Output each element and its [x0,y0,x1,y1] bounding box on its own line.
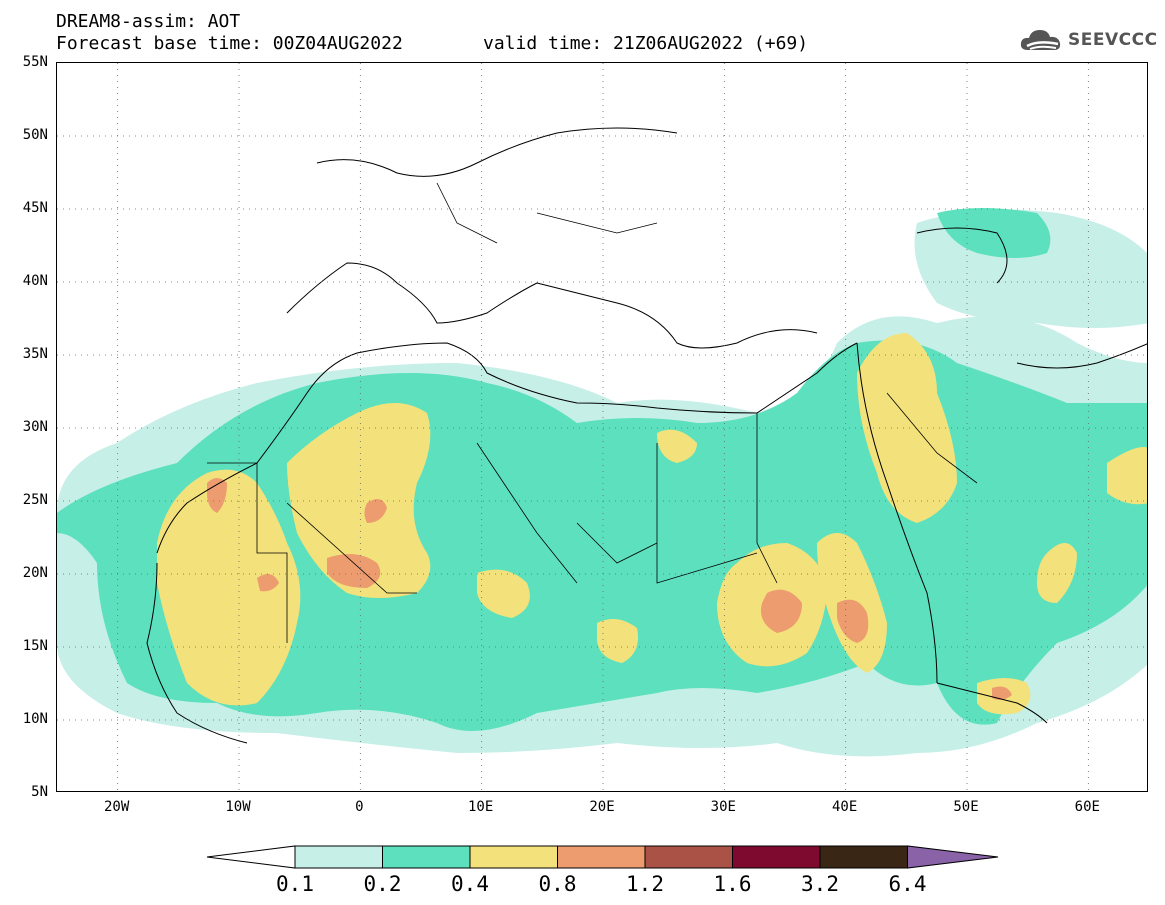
map-canvas [57,63,1147,791]
latitude-label: 5N [31,784,48,800]
longitude-label: 30E [710,799,736,815]
longitude-label: 20E [589,799,615,815]
latitude-label: 10N [22,711,48,727]
latitude-label: 15N [22,638,48,654]
latitude-label: 50N [22,127,48,143]
colorbar-label: 1.6 [713,872,752,896]
cloud-logo-icon [1020,30,1061,50]
logo-text: SEEVCCC [1068,30,1158,50]
valid-time: valid time: 21Z06AUG2022 (+69) [483,33,809,54]
longitude-label: 0 [355,799,364,815]
colorbar-segment [732,845,821,869]
colorbar-label: 0.8 [538,872,577,896]
seevccc-logo: SEEVCCC [1018,24,1157,56]
country-borders [207,182,978,643]
latitude-label: 25N [22,492,48,508]
longitude-label: 20W [104,799,130,815]
coastlines [146,127,1147,744]
colorbar-segment [382,845,471,869]
colorbar-segment [469,845,558,869]
colorbar-label: 3.2 [801,872,839,896]
latitude-label: 55N [22,54,48,70]
colorbar-label: 1.2 [626,872,664,896]
colorbar-label: 0.2 [363,872,402,896]
longitude-label: 10E [468,799,494,815]
longitude-label: 10W [225,799,251,815]
longitude-label: 60E [1074,799,1100,815]
map-title: DREAM8-assim: AOT [56,11,241,32]
colorbar-low-arrow [206,845,296,869]
colorbar [206,845,999,869]
latitude-label: 35N [22,346,48,362]
forecast-base-time: Forecast base time: 00Z04AUG2022 [56,33,403,54]
colorbar-label: 6.4 [888,872,927,896]
colorbar-high-arrow [907,845,999,869]
latitude-label: 40N [22,273,48,289]
latitude-label: 30N [22,419,48,435]
colorbar-segment [644,845,733,869]
latitude-label: 45N [22,200,48,216]
graticule [57,63,1147,791]
longitude-label: 50E [953,799,979,815]
colorbar-segment [819,845,908,869]
aot-0.8-1.2-layer [207,478,1012,700]
longitude-label: 40E [832,799,858,815]
colorbar-segment [294,845,383,869]
colorbar-segment [557,845,646,869]
latitude-label: 20N [22,565,48,581]
colorbar-label: 0.4 [451,872,489,896]
colorbar-label: 0.1 [276,872,314,896]
aot-map [56,62,1148,792]
